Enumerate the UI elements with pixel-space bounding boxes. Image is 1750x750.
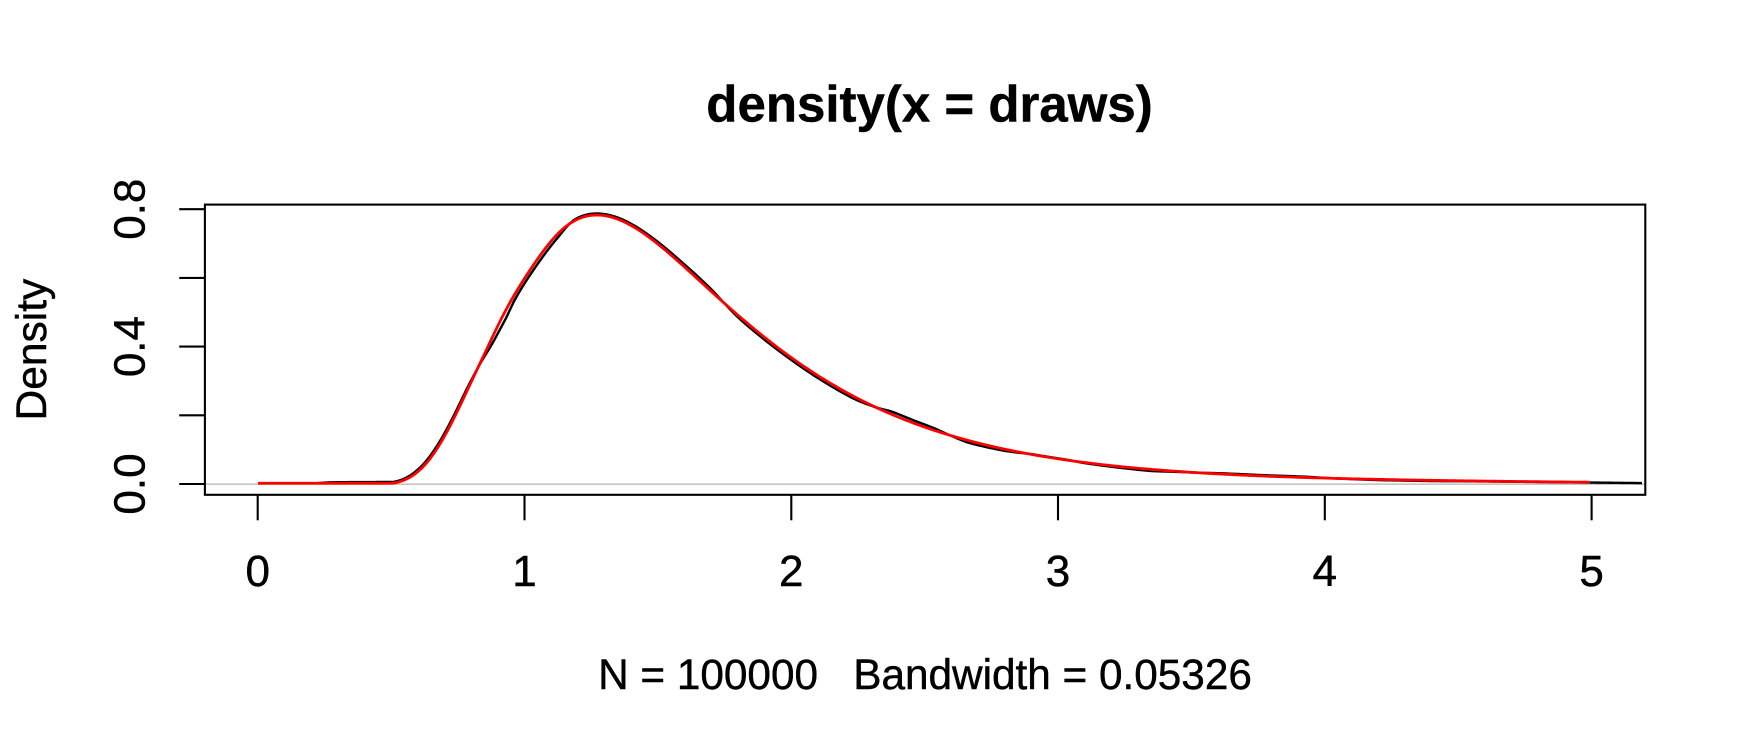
svg-text:0.0: 0.0 bbox=[106, 453, 155, 514]
svg-text:Density: Density bbox=[9, 278, 56, 420]
svg-text:0.4: 0.4 bbox=[106, 316, 155, 377]
svg-text:N = 100000 Bandwidth = 0.053: N = 100000 Bandwidth = 0.05326 bbox=[598, 651, 1252, 698]
svg-text:1: 1 bbox=[512, 547, 536, 596]
svg-text:2: 2 bbox=[779, 547, 803, 596]
svg-text:5: 5 bbox=[1579, 547, 1603, 596]
svg-text:3: 3 bbox=[1046, 547, 1070, 596]
svg-text:0: 0 bbox=[245, 547, 269, 596]
svg-text:0.8: 0.8 bbox=[106, 179, 155, 240]
svg-text:4: 4 bbox=[1313, 547, 1337, 596]
svg-text:density(x = draws): density(x = draws) bbox=[706, 76, 1152, 133]
